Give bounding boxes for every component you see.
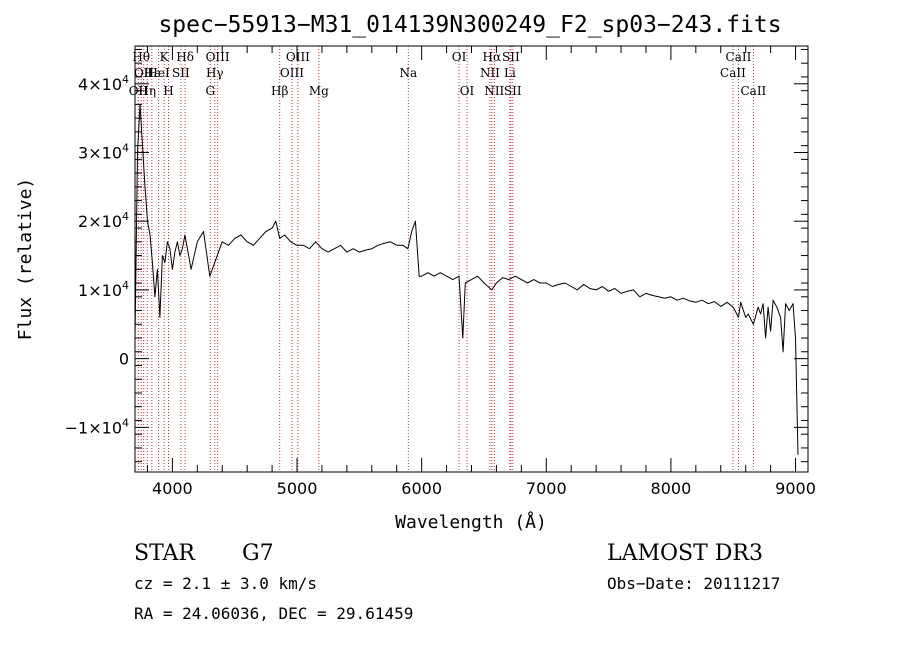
x-tick-label: 8000 bbox=[651, 479, 692, 498]
x-tick-label: 7000 bbox=[526, 479, 567, 498]
chart-title: spec−55913−M31_014139N300249_F2_sp03−243… bbox=[158, 12, 781, 38]
observation-date: Obs−Date: 20111217 bbox=[607, 574, 780, 593]
line-marker-label: HeI bbox=[147, 66, 170, 80]
x-tick-label: 9000 bbox=[775, 479, 816, 498]
line-marker-label: K bbox=[160, 50, 170, 64]
y-axis: −1×104 0 1×104 2×104 3×104 4×104 bbox=[65, 48, 808, 463]
line-marker-label: OI bbox=[460, 84, 475, 98]
y-tick-label: 2×104 bbox=[78, 210, 129, 231]
line-marker-label: OIII bbox=[280, 66, 304, 80]
line-marker-label: OI bbox=[452, 50, 467, 64]
object-class: STAR bbox=[134, 541, 196, 566]
y-tick-label: 4×104 bbox=[78, 73, 129, 94]
spectrum-line bbox=[134, 103, 799, 455]
line-marker-label: SII bbox=[172, 66, 190, 80]
object-subclass: G7 bbox=[242, 541, 274, 566]
line-marker-label: CaII bbox=[740, 84, 766, 98]
survey-name: LAMOST DR3 bbox=[607, 541, 763, 566]
x-tick-label: 5000 bbox=[277, 479, 318, 498]
line-marker-label: Li bbox=[504, 66, 516, 80]
line-marker-label: H bbox=[163, 84, 173, 98]
line-marker-label: Hε bbox=[143, 66, 160, 80]
x-axis-label: Wavelength (Å) bbox=[395, 511, 547, 533]
line-marker-label: OIII bbox=[206, 50, 230, 64]
y-tick-label: 1×104 bbox=[78, 279, 129, 300]
line-marker-label: NII bbox=[484, 84, 504, 98]
line-marker-label: Hγ bbox=[206, 66, 224, 80]
redshift-cz: cz = 2.1 ± 3.0 km/s bbox=[134, 574, 317, 593]
line-marker-label: Na bbox=[399, 66, 417, 80]
y-tick-label: 3×104 bbox=[78, 142, 129, 163]
line-marker-label: G bbox=[205, 84, 215, 98]
line-marker-label: CaII bbox=[720, 66, 746, 80]
y-tick-label: 0 bbox=[119, 350, 129, 369]
line-marker-label: SII bbox=[504, 84, 522, 98]
line-marker-label: Hη bbox=[138, 84, 156, 98]
x-axis: 4000 5000 6000 7000 8000 9000 bbox=[146, 46, 816, 498]
line-marker-label: Hδ bbox=[176, 50, 194, 64]
x-tick-label: 6000 bbox=[401, 479, 442, 498]
y-axis-label: Flux (relative) bbox=[15, 178, 36, 341]
line-marker-label: Hβ bbox=[271, 84, 288, 98]
line-marker-label: OIII bbox=[286, 50, 310, 64]
line-marker-label: Hθ bbox=[132, 50, 150, 64]
y-tick-label: −1×104 bbox=[65, 416, 129, 437]
line-marker-label: Mg bbox=[309, 84, 329, 98]
line-marker-label: Hα bbox=[483, 50, 502, 64]
coordinates: RA = 24.06036, DEC = 29.61459 bbox=[134, 604, 413, 623]
line-marker-label: NII bbox=[480, 66, 500, 80]
line-marker-label: CaII bbox=[726, 50, 752, 64]
line-marker-labels: OIIHθOIIHηHεHeIKHSIIHδGHγOIIIHβOIIIOIIIM… bbox=[129, 50, 767, 98]
line-markers bbox=[137, 46, 754, 472]
spectrum-series bbox=[134, 103, 799, 455]
plot-frame bbox=[134, 45, 809, 473]
line-marker-label: SII bbox=[502, 50, 520, 64]
x-tick-label: 4000 bbox=[152, 479, 193, 498]
